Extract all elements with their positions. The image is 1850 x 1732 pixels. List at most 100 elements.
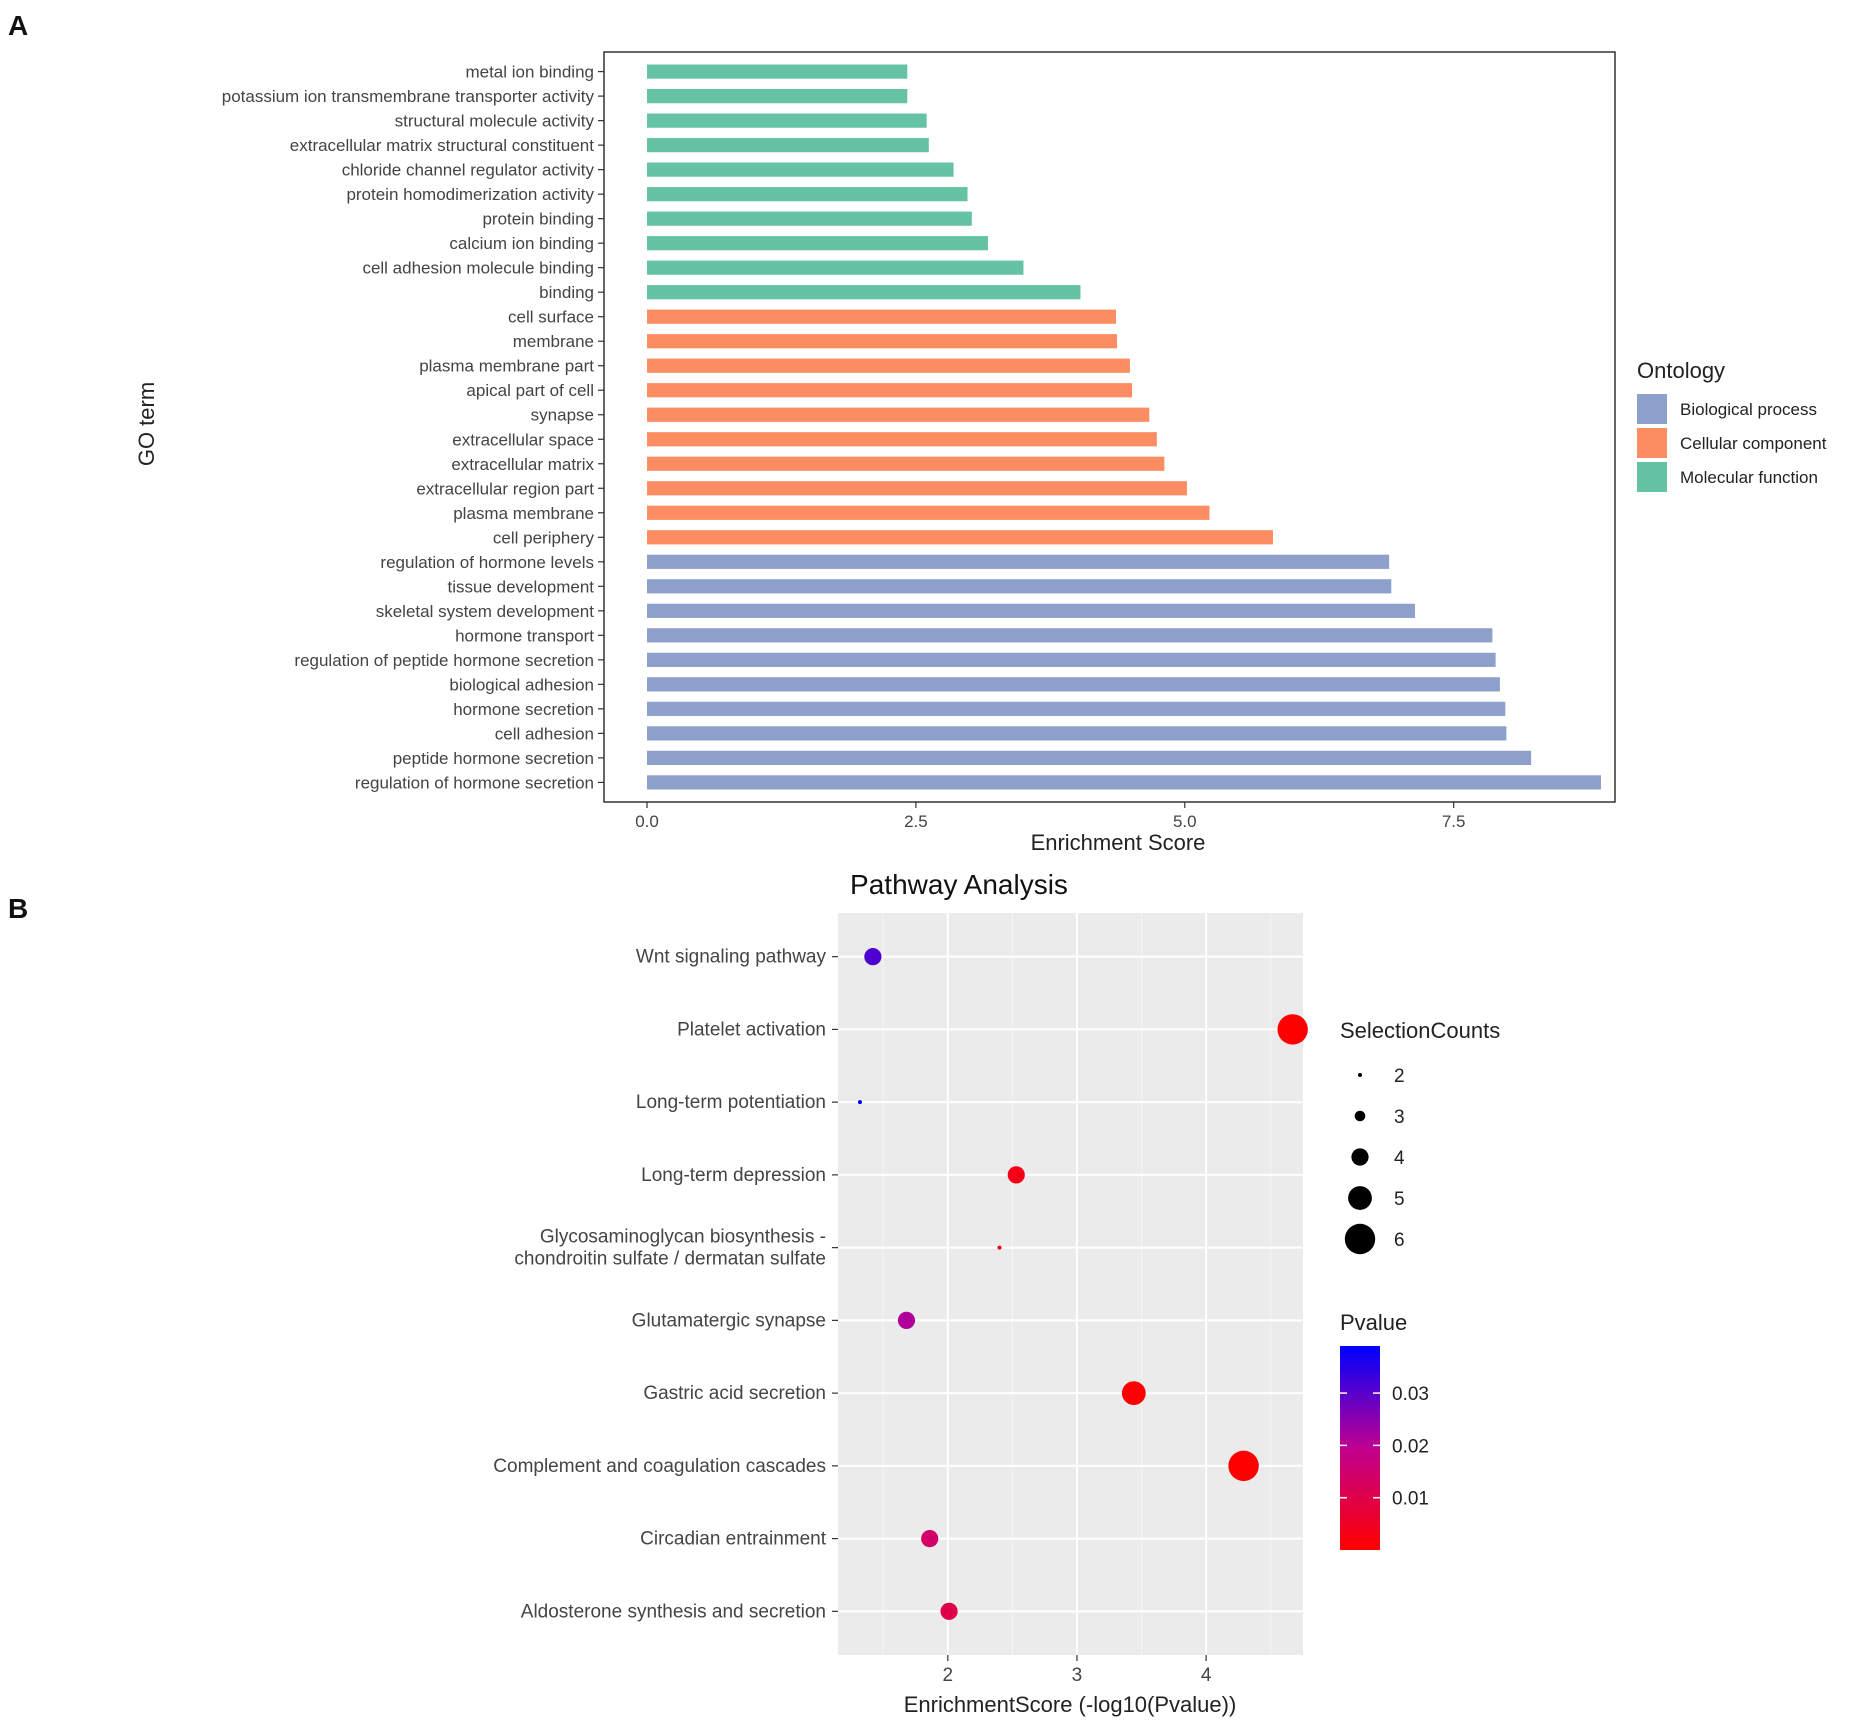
pathway-point (940, 1602, 958, 1620)
pathway-label: Aldosterone synthesis and secretion (521, 1601, 826, 1622)
pathway-label: Glutamatergic synapse (632, 1310, 826, 1331)
go-term-label: regulation of hormone secretion (355, 773, 594, 792)
go-bar (647, 775, 1602, 790)
pathway-plot-panel (838, 913, 1303, 1655)
ontology-legend-entries: Biological process Cellular component Mole… (1637, 394, 1827, 492)
go-term-label: cell adhesion (495, 724, 594, 743)
pathway-chart-title: Pathway Analysis (850, 869, 1068, 900)
selection-counts-legend-dot (1358, 1073, 1362, 1077)
go-term-label: extracellular space (452, 430, 594, 449)
go-bar (647, 138, 929, 153)
pathway-x-tick-label: 3 (1072, 1665, 1083, 1686)
pathway-point (997, 1245, 1002, 1250)
go-term-label: cell periphery (493, 528, 595, 547)
go-bar (647, 309, 1116, 324)
go-term-label: protein binding (482, 210, 594, 229)
go-y-axis-title: GO term (134, 382, 159, 466)
pathway-label: Long-term potentiation (636, 1092, 826, 1113)
pathway-point (1121, 1381, 1146, 1406)
go-bar (647, 456, 1165, 471)
pathway-label: Gastric acid secretion (643, 1383, 826, 1404)
go-term-label: regulation of peptide hormone secretion (294, 651, 594, 670)
panel-b-letter: B (8, 893, 28, 924)
go-term-label: binding (539, 283, 594, 302)
go-term-label: extracellular region part (416, 479, 594, 498)
go-term-label: apical part of cell (466, 381, 594, 400)
selection-counts-legend-dot (1351, 1148, 1369, 1166)
ontology-legend-swatch (1637, 428, 1667, 458)
go-term-label: peptide hormone secretion (393, 749, 594, 768)
go-x-tick-label: 0.0 (635, 812, 659, 831)
go-bar (647, 750, 1532, 765)
go-term-label: skeletal system development (376, 602, 595, 621)
go-bar (647, 554, 1390, 569)
go-bar (647, 334, 1118, 349)
selection-counts-legend-label: 3 (1394, 1107, 1405, 1128)
pvalue-legend: Pvalue 0.01 0.02 0.03 (1340, 1310, 1429, 1550)
pathway-point (897, 1311, 916, 1329)
selection-counts-legend-dot (1344, 1223, 1376, 1255)
pvalue-colorbar-ticks: 0.01 0.02 0.03 (1340, 1384, 1429, 1510)
go-term-label: cell adhesion molecule binding (362, 259, 594, 278)
pathway-label: Glycosaminoglycan biosynthesis - (540, 1227, 826, 1248)
go-term-label: regulation of hormone levels (380, 553, 594, 572)
pathway-label: Platelet activation (677, 1019, 826, 1040)
go-bar (647, 701, 1506, 716)
go-bar (647, 652, 1496, 667)
go-term-label: plasma membrane (453, 504, 594, 523)
go-bar (647, 603, 1415, 618)
go-plot-panel (603, 51, 1616, 803)
pathway-gridlines (838, 913, 1303, 1655)
go-x-axis-title: Enrichment Score (1031, 830, 1206, 855)
selection-counts-legend-label: 4 (1394, 1148, 1405, 1169)
pathway-point (864, 948, 882, 966)
go-bar (647, 260, 1024, 275)
pvalue-colorbar-tick-label: 0.02 (1392, 1436, 1429, 1457)
go-term-label: potassium ion transmembrane transporter … (222, 87, 595, 106)
go-bar (647, 726, 1507, 741)
go-bars (647, 64, 1602, 790)
go-term-label: extracellular matrix structural constitu… (290, 136, 595, 155)
go-bar (647, 113, 927, 128)
panel-a-letter: A (8, 10, 28, 41)
pathway-point (1007, 1166, 1025, 1184)
pathway-point (857, 1100, 862, 1105)
go-term-label: calcium ion binding (449, 234, 594, 253)
go-term-label: tissue development (448, 577, 595, 596)
selection-counts-legend-title: SelectionCounts (1340, 1018, 1500, 1043)
go-term-label: structural molecule activity (395, 112, 595, 131)
go-x-tick-label: 2.5 (904, 812, 928, 831)
go-term-label: plasma membrane part (419, 357, 594, 376)
go-bar (647, 358, 1130, 373)
go-x-axis-ticks: 0.0 2.5 5.0 7.5 (635, 802, 1465, 831)
go-term-label: hormone secretion (453, 700, 594, 719)
go-bar (647, 432, 1157, 447)
selection-counts-legend: SelectionCounts 2 3 4 5 6 (1340, 1018, 1500, 1255)
go-term-label: protein homodimerization activity (346, 185, 594, 204)
pathway-label: Long-term depression (641, 1165, 826, 1186)
ontology-legend-swatch (1637, 462, 1667, 492)
selection-counts-legend-dot (1348, 1186, 1372, 1210)
pathway-label: Wnt signaling pathway (636, 947, 827, 968)
ontology-legend-label: Molecular function (1680, 468, 1818, 487)
pvalue-colorbar (1340, 1346, 1380, 1550)
ontology-legend-swatch (1637, 394, 1667, 424)
selection-counts-legend-dot (1354, 1110, 1366, 1122)
go-term-label: chloride channel regulator activity (342, 161, 595, 180)
go-term-label: metal ion binding (465, 63, 594, 82)
go-bar (647, 579, 1392, 594)
pathway-x-tick-label: 4 (1201, 1665, 1212, 1686)
ontology-legend-title: Ontology (1637, 358, 1725, 383)
go-x-tick-label: 7.5 (1442, 812, 1466, 831)
go-bar (647, 530, 1273, 545)
go-bar (647, 64, 908, 79)
go-term-label: hormone transport (455, 626, 594, 645)
go-term-label: extracellular matrix (451, 455, 594, 474)
selection-counts-legend-label: 6 (1394, 1230, 1405, 1251)
pathway-point (921, 1530, 939, 1548)
go-bar (647, 187, 968, 202)
selection-counts-legend-entries: 2 3 4 5 6 (1344, 1066, 1405, 1255)
go-bar (647, 285, 1081, 300)
pathway-points (857, 948, 1308, 1620)
